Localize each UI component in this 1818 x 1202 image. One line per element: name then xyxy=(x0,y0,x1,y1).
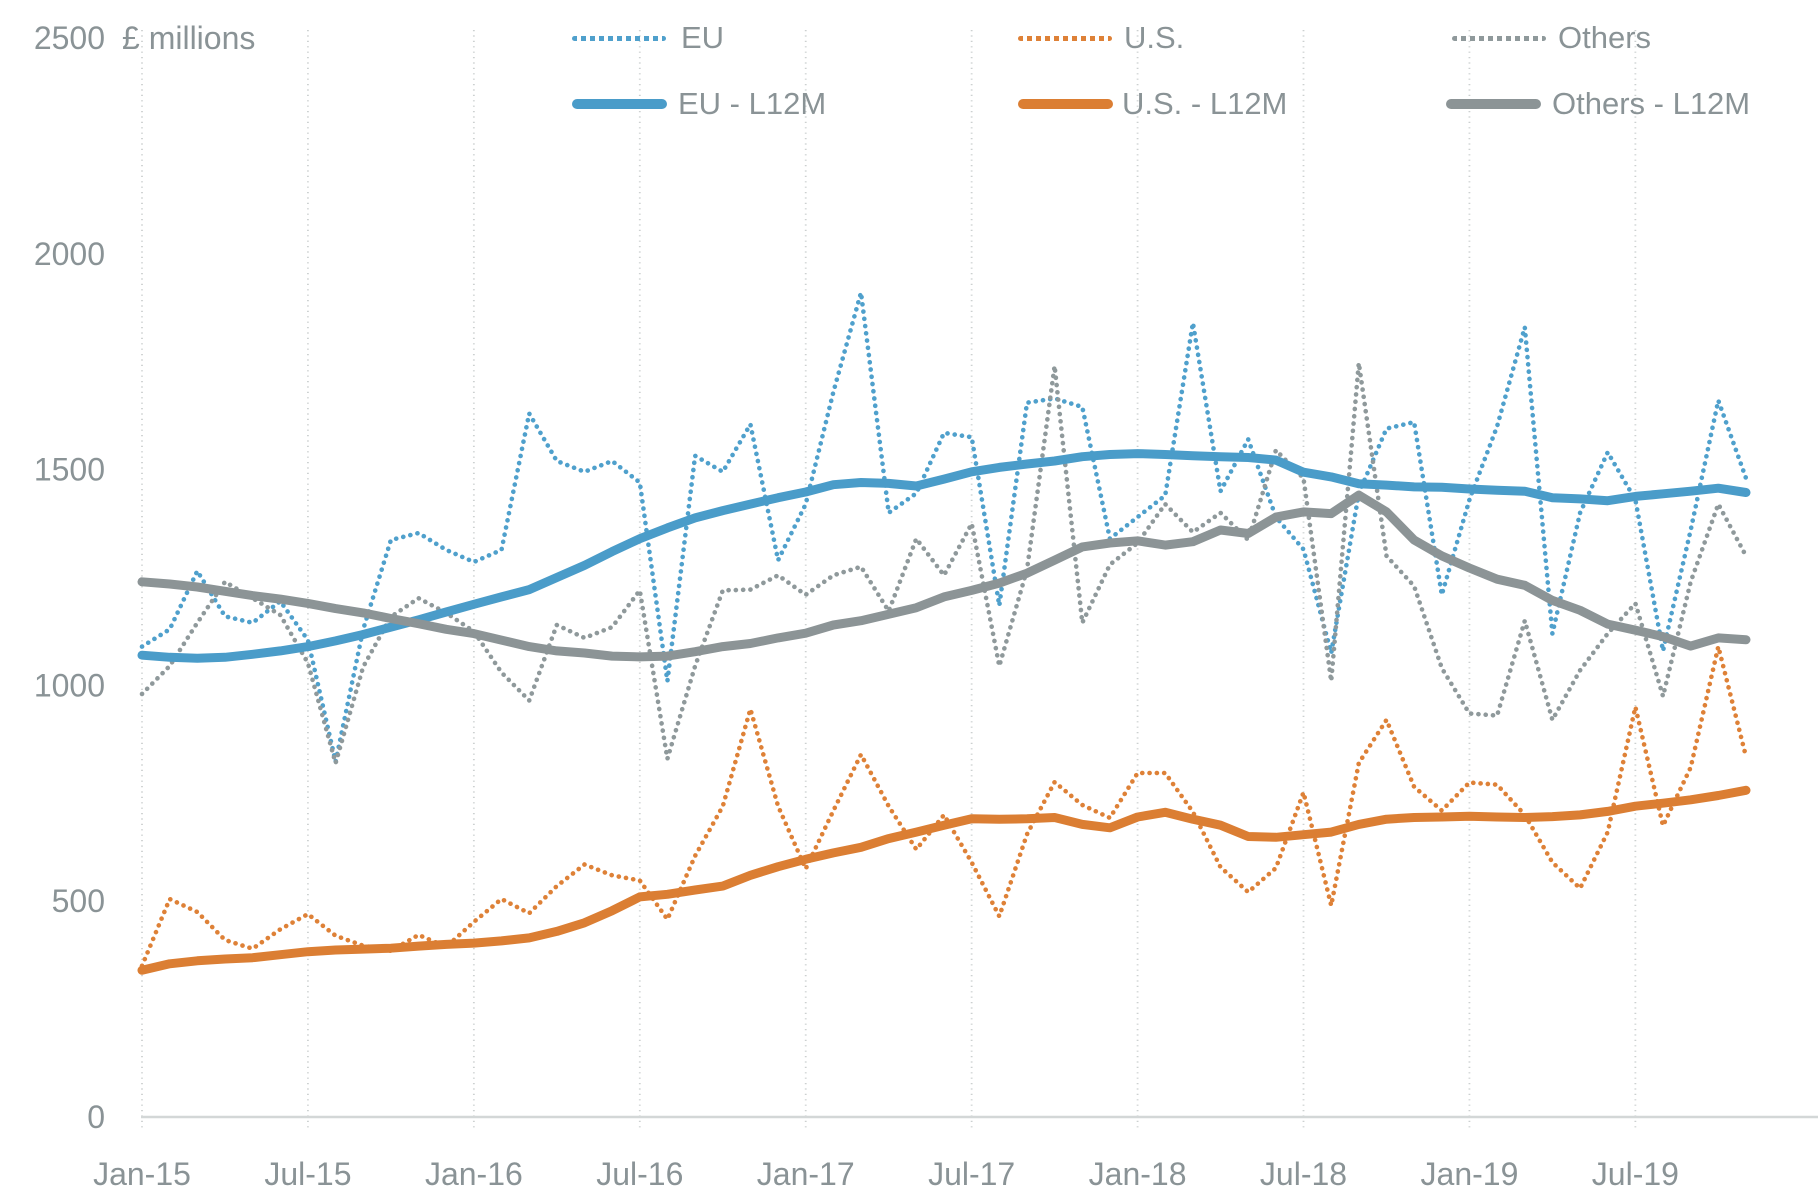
series-line-others xyxy=(139,360,1749,766)
series-line-u-s-l12m xyxy=(137,785,1751,975)
y-tick-label-1500: 1500 xyxy=(34,452,105,488)
legend-label-us: U.S. xyxy=(1124,20,1185,55)
y-tick-label-1000: 1000 xyxy=(34,667,105,703)
series-line-eu xyxy=(139,290,1749,765)
y-axis-unit-label: £ millions xyxy=(122,20,255,56)
legend-label-others-l12m: Others - L12M xyxy=(1552,86,1751,121)
x-tick-label-Jan-18: Jan-18 xyxy=(1089,1156,1187,1192)
legend-swatch-us-l12m-icon xyxy=(1018,99,1113,109)
x-tick-label-Jan-17: Jan-17 xyxy=(757,1156,855,1192)
legend-label-us-l12m: U.S. - L12M xyxy=(1122,86,1288,121)
x-tick-label-Jan-16: Jan-16 xyxy=(425,1156,523,1192)
legend-label-others: Others xyxy=(1558,20,1652,55)
chart-legend: EU U.S. Others EU - L12M U.S. - L12M Oth… xyxy=(0,0,1818,140)
legend-swatch-eu-l12m-icon xyxy=(572,99,667,109)
x-tick-label-Jul-16: Jul-16 xyxy=(596,1156,683,1192)
series-line-others-l12m xyxy=(137,490,1751,662)
x-tick-label-Jul-17: Jul-17 xyxy=(928,1156,1015,1192)
x-tick-label-Jul-18: Jul-18 xyxy=(1260,1156,1347,1192)
y-tick-label-2500: 2500 xyxy=(34,20,105,56)
legend-label-eu: EU xyxy=(681,20,725,55)
legend-swatch-us-icon xyxy=(1018,36,1112,41)
x-tick-label-Jul-15: Jul-15 xyxy=(264,1156,351,1192)
series-line-eu-l12m xyxy=(137,449,1751,663)
y-tick-label-2000: 2000 xyxy=(34,236,105,272)
legend-swatch-others-l12m-icon xyxy=(1446,99,1541,109)
y-tick-label-0: 0 xyxy=(87,1099,105,1135)
legend-swatch-others-icon xyxy=(1452,36,1546,41)
x-tick-label-Jul-19: Jul-19 xyxy=(1592,1156,1679,1192)
series-line-u-s xyxy=(139,644,1749,969)
x-tick-label-Jan-19: Jan-19 xyxy=(1421,1156,1519,1192)
legend-swatch-eu-icon xyxy=(572,36,666,41)
x-tick-label-Jan-15: Jan-15 xyxy=(93,1156,191,1192)
legend-label-eu-l12m: EU - L12M xyxy=(678,86,827,121)
y-tick-label-500: 500 xyxy=(52,883,105,919)
